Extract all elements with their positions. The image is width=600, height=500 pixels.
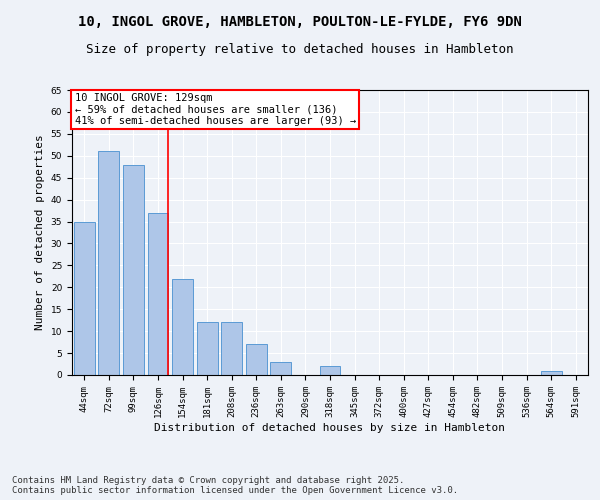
Bar <box>271 362 292 375</box>
Bar <box>320 366 340 375</box>
Bar <box>172 278 193 375</box>
Bar <box>148 213 169 375</box>
Bar <box>221 322 242 375</box>
Bar <box>197 322 218 375</box>
Bar <box>74 222 95 375</box>
Bar <box>541 370 562 375</box>
Y-axis label: Number of detached properties: Number of detached properties <box>35 134 45 330</box>
Text: 10, INGOL GROVE, HAMBLETON, POULTON-LE-FYLDE, FY6 9DN: 10, INGOL GROVE, HAMBLETON, POULTON-LE-F… <box>78 15 522 29</box>
Text: Size of property relative to detached houses in Hambleton: Size of property relative to detached ho… <box>86 42 514 56</box>
Bar <box>123 164 144 375</box>
Text: 10 INGOL GROVE: 129sqm
← 59% of detached houses are smaller (136)
41% of semi-de: 10 INGOL GROVE: 129sqm ← 59% of detached… <box>74 93 356 126</box>
Bar <box>246 344 267 375</box>
Bar <box>98 152 119 375</box>
X-axis label: Distribution of detached houses by size in Hambleton: Distribution of detached houses by size … <box>155 422 505 432</box>
Text: Contains HM Land Registry data © Crown copyright and database right 2025.
Contai: Contains HM Land Registry data © Crown c… <box>12 476 458 495</box>
